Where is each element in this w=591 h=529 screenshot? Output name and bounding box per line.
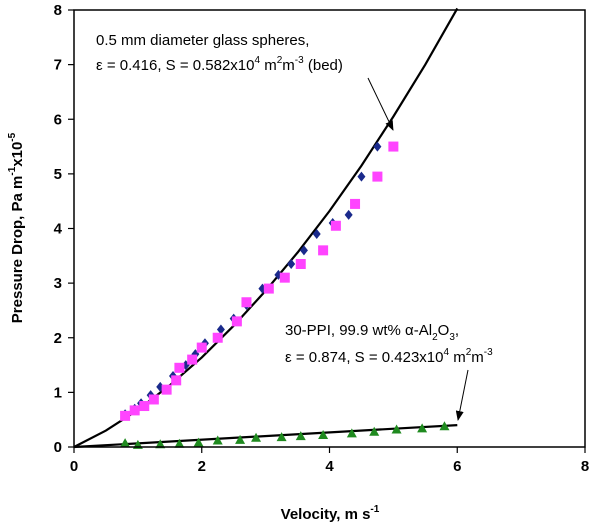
fit-curves: [73, 7, 459, 449]
fit-curve-0: [73, 7, 459, 448]
annotation-ppi-foam: 30-PPI, 99.9 wt% α-Al2O3, ε = 0.874, S =…: [285, 322, 493, 421]
data-point-diamond: [299, 245, 308, 256]
annotation-glass-arrow: [367, 77, 394, 131]
data-point-square: [372, 171, 383, 182]
data-point-triangle: [276, 432, 287, 442]
data-point-square: [148, 394, 159, 405]
x-tick-label: 8: [581, 458, 589, 475]
data-point-diamond: [216, 324, 225, 335]
data-point-square: [330, 220, 341, 231]
data-point-triangle: [193, 437, 204, 447]
data-point-triangle: [251, 432, 262, 442]
y-tick-label: 4: [54, 221, 63, 238]
data-point-square: [129, 405, 140, 416]
x-tick-label: 0: [70, 458, 78, 475]
y-tick-label: 8: [54, 2, 62, 19]
data-point-square: [139, 401, 150, 412]
data-point-triangle: [318, 429, 329, 439]
x-tick-label: 6: [453, 458, 461, 475]
data-point-square: [350, 198, 361, 209]
y-tick-label: 7: [54, 57, 62, 74]
annotation-glass-line1: 0.5 mm diameter glass spheres,: [96, 32, 309, 49]
data-point-square: [171, 375, 182, 386]
y-tick-label: 6: [54, 111, 62, 128]
data-point-triangle: [120, 438, 131, 448]
data-point-triangle: [439, 421, 450, 431]
data-point-square: [241, 297, 252, 308]
data-point-triangle: [417, 423, 428, 433]
data-point-triangle: [235, 434, 246, 444]
data-point-diamond: [287, 259, 296, 270]
x-tick-labels: 0 2 4 6 8: [70, 458, 589, 475]
y-tick-label: 3: [54, 275, 62, 292]
data-point-square: [263, 283, 274, 294]
data-point-triangle: [346, 428, 357, 438]
data-point-triangle: [369, 426, 380, 436]
data-point-triangle: [174, 438, 185, 448]
data-point-square: [388, 141, 399, 152]
data-point-triangle: [295, 431, 306, 441]
data-point-square: [279, 272, 290, 283]
data-point-diamond: [373, 141, 382, 152]
data-point-square: [295, 259, 306, 270]
data-point-triangle: [212, 435, 223, 445]
y-tick-label: 0: [54, 439, 62, 456]
data-points: [120, 141, 450, 449]
annotation-ppi-line2: ε = 0.874, S = 0.423x104 m2m-3: [285, 347, 493, 366]
plot-frame: [73, 9, 586, 448]
y-tick-label: 1: [54, 384, 62, 401]
data-point-square: [196, 342, 207, 353]
data-point-diamond: [344, 209, 353, 220]
axis-ticks: [68, 9, 586, 453]
x-axis-label: Velocity, m s-1: [281, 504, 380, 523]
y-tick-label: 5: [54, 166, 62, 183]
y-axis-label: Pressure Drop, Pa m-1x10-5: [7, 132, 26, 323]
data-point-square: [161, 384, 172, 395]
data-point-square: [318, 245, 329, 256]
fit-curve-1: [73, 424, 458, 449]
data-point-square: [120, 410, 131, 421]
annotation-ppi-arrow: [455, 369, 469, 421]
data-point-square: [174, 362, 185, 373]
data-point-square: [187, 354, 198, 365]
x-tick-label: 2: [198, 458, 206, 475]
data-point-triangle: [391, 424, 402, 434]
x-tick-label: 4: [325, 458, 334, 475]
data-point-triangle: [155, 439, 166, 449]
data-point-diamond: [357, 171, 366, 182]
y-tick-label: 2: [54, 330, 62, 347]
data-point-diamond: [312, 228, 321, 239]
y-tick-labels: 0 1 2 3 4 5 6 7 8: [54, 2, 63, 456]
annotation-ppi-line1: 30-PPI, 99.9 wt% α-Al2O3,: [285, 322, 459, 343]
data-point-square: [212, 332, 223, 343]
data-point-square: [231, 316, 242, 327]
annotation-glass-line2: ε = 0.416, S = 0.582x104 m2m-3 (bed): [96, 55, 343, 74]
annotation-glass-spheres: 0.5 mm diameter glass spheres, ε = 0.416…: [96, 32, 394, 131]
